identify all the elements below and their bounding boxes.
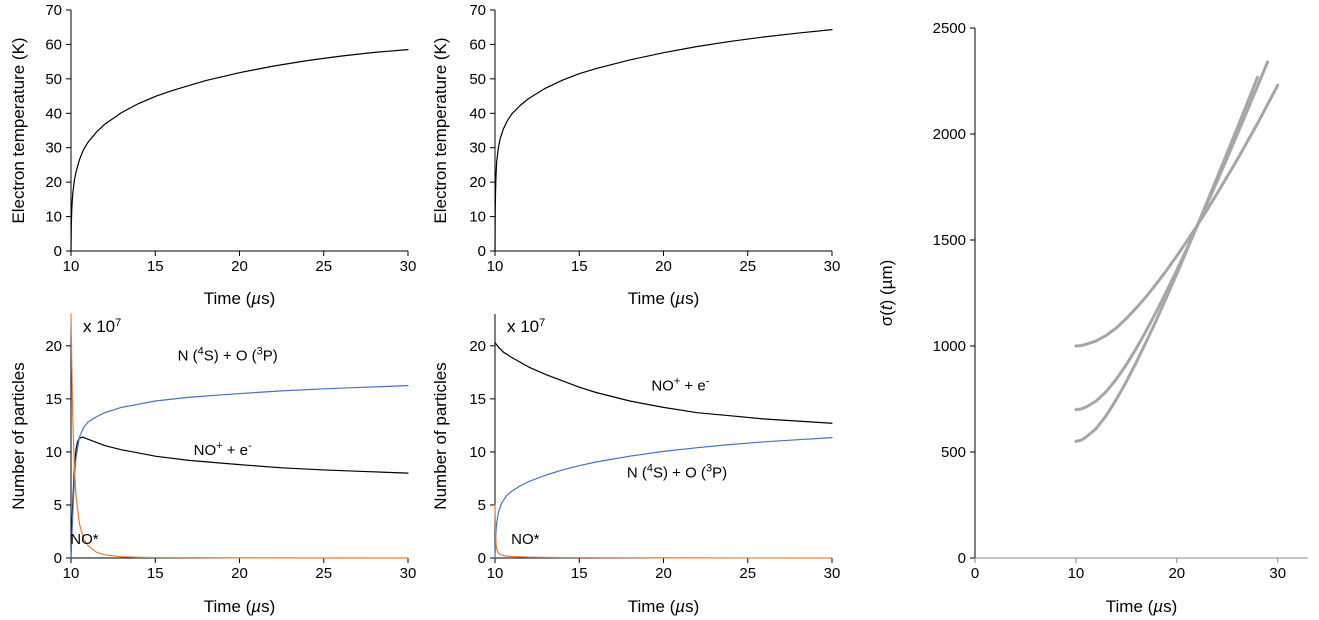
y-tick-label: 0 bbox=[478, 243, 486, 260]
x-tick-label: 25 bbox=[739, 565, 756, 582]
series-line bbox=[494, 29, 833, 252]
x-tick-label: 30 bbox=[1269, 565, 1286, 582]
y-tick-label: 500 bbox=[941, 444, 966, 461]
y-axis-label: Number of particles bbox=[431, 362, 450, 509]
series-line bbox=[494, 436, 833, 559]
x-tick-label: 15 bbox=[147, 258, 164, 275]
series-annotation: N (4S) + O (3P) bbox=[627, 462, 727, 481]
y-tick-label: 30 bbox=[469, 140, 486, 157]
series-line bbox=[1074, 75, 1260, 443]
x-tick-label: 25 bbox=[315, 258, 332, 275]
x-axis-label: Time (µs) bbox=[628, 289, 700, 308]
x-axis-label: Time (µs) bbox=[628, 597, 700, 616]
x-tick-label: 15 bbox=[571, 258, 588, 275]
x-tick-label: 20 bbox=[655, 258, 672, 275]
y-tick-label: 20 bbox=[45, 338, 62, 355]
y-tick-label: 20 bbox=[45, 174, 62, 191]
x-tick-label: 30 bbox=[400, 258, 417, 275]
series-line bbox=[1074, 83, 1280, 348]
series-line bbox=[1074, 60, 1270, 412]
y-tick-label: 60 bbox=[45, 36, 62, 53]
x-tick-label: 0 bbox=[971, 565, 979, 582]
y-tick-label: 0 bbox=[54, 550, 62, 567]
series-line bbox=[494, 342, 833, 424]
chart-number-of-particles-left: 0 5 10 15 20 10 15 20 25 30 Time (µs) Number of par… bbox=[9, 313, 417, 616]
y-tick-label: 2000 bbox=[933, 126, 966, 143]
y-tick-label: 50 bbox=[45, 71, 62, 88]
x-axis-label: Time (µs) bbox=[204, 597, 276, 616]
series-line bbox=[70, 48, 409, 252]
x-tick-label: 25 bbox=[315, 565, 332, 582]
y-tick-label: 10 bbox=[45, 444, 62, 461]
x-tick-label: 20 bbox=[231, 565, 248, 582]
y-tick-label: 70 bbox=[45, 2, 62, 19]
series-annotation: NO+ + e- bbox=[651, 375, 709, 394]
y-tick-label: 10 bbox=[469, 209, 486, 226]
y-tick-label: 2500 bbox=[933, 20, 966, 37]
y-tick-label: 5 bbox=[54, 497, 62, 514]
y-tick-label: 40 bbox=[45, 105, 62, 122]
series-line bbox=[70, 385, 409, 559]
x-tick-label: 20 bbox=[231, 258, 248, 275]
y-tick-label: 10 bbox=[469, 444, 486, 461]
y-axis-label: σ(t) (µm) bbox=[877, 260, 896, 327]
y-tick-label: 0 bbox=[54, 243, 62, 260]
y-tick-label: 50 bbox=[469, 71, 486, 88]
series-line bbox=[70, 313, 409, 559]
y-tick-label: 5 bbox=[478, 497, 486, 514]
x-tick-label: 15 bbox=[147, 565, 164, 582]
y-axis-multiplier: x 107 bbox=[83, 317, 121, 336]
y-tick-label: 60 bbox=[469, 36, 486, 53]
y-axis-label: Electron temperature (K) bbox=[431, 37, 450, 223]
y-axis-label: Number of particles bbox=[9, 362, 28, 509]
x-tick-label: 20 bbox=[1168, 565, 1185, 582]
series-line bbox=[494, 504, 833, 559]
y-axis-label: Electron temperature (K) bbox=[9, 37, 28, 223]
x-axis-label: Time (µs) bbox=[1106, 597, 1178, 616]
chart-number-of-particles-middle: 0 5 10 15 20 10 15 20 25 30 Time (µs) Number of par… bbox=[431, 314, 840, 616]
x-tick-label: 10 bbox=[487, 258, 504, 275]
y-tick-label: 30 bbox=[45, 140, 62, 157]
y-tick-label: 0 bbox=[958, 550, 966, 567]
x-tick-label: 15 bbox=[571, 565, 588, 582]
x-axis-label: Time (µs) bbox=[204, 289, 276, 308]
y-axis-multiplier: x 107 bbox=[507, 317, 545, 336]
y-tick-label: 1000 bbox=[933, 338, 966, 355]
x-tick-label: 30 bbox=[824, 565, 841, 582]
series-annotation: N (4S) + O (3P) bbox=[178, 346, 278, 365]
y-tick-label: 20 bbox=[469, 338, 486, 355]
y-tick-label: 20 bbox=[469, 174, 486, 191]
series-annotation: NO* bbox=[70, 531, 99, 548]
series-line bbox=[70, 436, 409, 559]
y-tick-label: 40 bbox=[469, 105, 486, 122]
x-tick-label: 10 bbox=[487, 565, 504, 582]
series-annotation: NO* bbox=[511, 531, 540, 548]
y-tick-label: 0 bbox=[478, 550, 486, 567]
x-tick-label: 25 bbox=[739, 258, 756, 275]
y-tick-label: 1500 bbox=[933, 232, 966, 249]
y-tick-label: 15 bbox=[45, 391, 62, 408]
y-tick-label: 70 bbox=[469, 2, 486, 19]
x-tick-label: 10 bbox=[1068, 565, 1085, 582]
y-tick-label: 15 bbox=[469, 391, 486, 408]
x-tick-label: 10 bbox=[63, 565, 80, 582]
x-tick-label: 30 bbox=[400, 565, 417, 582]
x-tick-label: 10 bbox=[63, 258, 80, 275]
y-tick-label: 10 bbox=[45, 209, 62, 226]
x-tick-label: 30 bbox=[824, 258, 841, 275]
series-annotation: NO+ + e- bbox=[194, 440, 252, 459]
x-tick-label: 20 bbox=[655, 565, 672, 582]
chart-sigma-width: 0 500 1000 1500 2000 2500 0 10 20 30 Time (µs) σ(t)… bbox=[877, 20, 1308, 616]
